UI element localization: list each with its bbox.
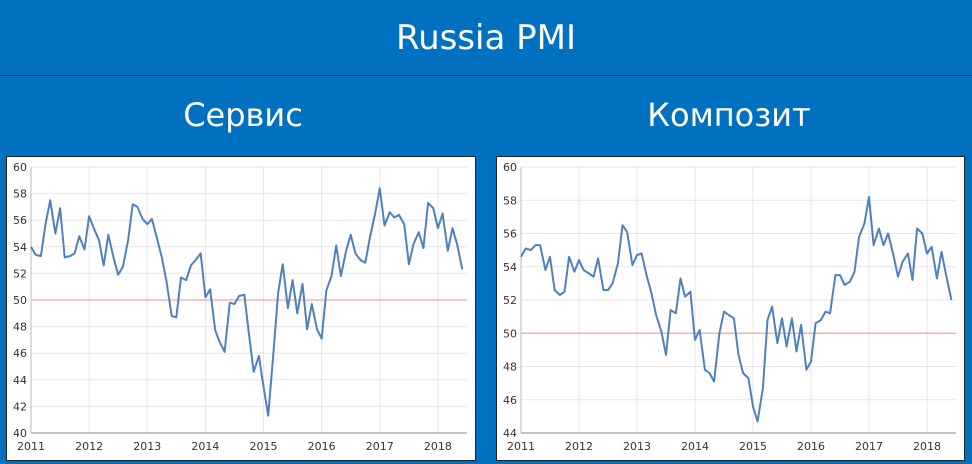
x-tick-label: 2012 [75,440,103,453]
x-tick-label: 2011 [17,440,45,453]
x-tick-label: 2017 [366,440,394,453]
y-tick-label: 50 [503,327,517,340]
y-tick-label: 54 [503,261,517,274]
services-chart: 40 42 44 46 48 50 52 54 56 58 60 2011 2012 2013 2014 20… [13,161,467,453]
x-tick-label: 2017 [855,440,883,453]
x-tick-label: 2013 [133,440,161,453]
y-tick-label: 56 [503,228,517,241]
composite-chart-frame: 44 46 48 50 52 54 56 58 60 2011 2012 2013 2014 2015 20… [496,156,965,461]
x-tick-label: 2018 [913,440,941,453]
x-tick-label: 2014 [681,440,709,453]
x-tick-label: 2015 [739,440,767,453]
y-tick-label: 58 [503,194,517,207]
y-tick-label: 44 [503,427,517,440]
y-tick-label: 58 [13,188,27,201]
y-tick-label: 44 [13,374,27,387]
x-tick-label: 2013 [623,440,651,453]
series-line [30,187,464,417]
y-tick-label: 60 [503,161,517,174]
x-tick-label: 2018 [424,440,452,453]
y-tick-label: 48 [503,361,517,374]
x-tick-label: 2016 [308,440,336,453]
services-chart-frame: 40 42 44 46 48 50 52 54 56 58 60 2011 2012 2013 2014 20… [6,156,476,461]
y-tick-label: 46 [13,347,27,360]
y-tick-label: 48 [13,321,27,334]
title-bar: Russia PMI [0,0,972,76]
y-tick-label: 54 [13,241,27,254]
x-tick-label: 2015 [250,440,278,453]
series-line [520,195,953,423]
x-tick-label: 2012 [565,440,593,453]
composite-chart: 44 46 48 50 52 54 56 58 60 2011 2012 2013 2014 2015 20… [503,161,956,453]
x-tick-label: 2014 [191,440,219,453]
page-title: Russia PMI [395,17,577,58]
y-tick-label: 56 [13,214,27,227]
composite-chart-title: Композит [647,96,811,134]
y-tick-label: 40 [13,427,27,440]
y-tick-label: 52 [13,267,27,280]
y-tick-label: 46 [503,394,517,407]
y-tick-label: 52 [503,294,517,307]
y-tick-label: 50 [13,294,27,307]
y-tick-label: 60 [13,161,27,174]
x-tick-label: 2016 [797,440,825,453]
x-tick-label: 2011 [507,440,535,453]
services-chart-title: Сервис [183,96,303,134]
y-tick-label: 42 [13,400,27,413]
